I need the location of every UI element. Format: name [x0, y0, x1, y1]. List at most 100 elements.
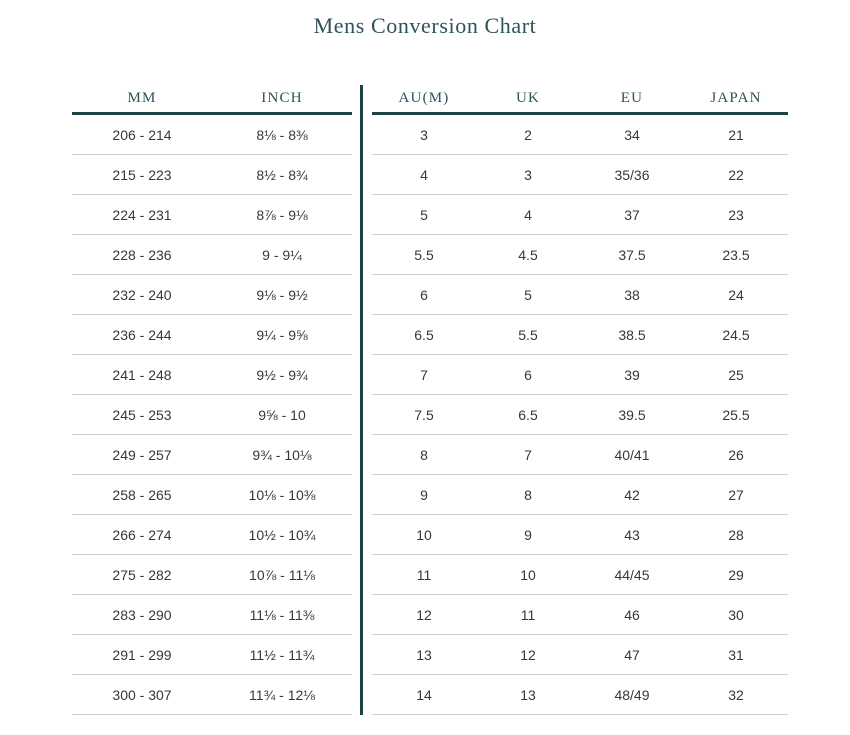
cell-eu: 43 — [624, 526, 640, 543]
cell-uk: 5 — [524, 286, 532, 303]
column-header-inch: INCH — [261, 90, 303, 106]
cell-au: 6.5 — [414, 326, 434, 343]
cell-au: 13 — [416, 646, 432, 663]
cell-uk: 12 — [520, 646, 536, 663]
cell-au: 5.5 — [414, 246, 434, 263]
column-header-uk: UK — [515, 90, 541, 106]
cell-uk: 5.5 — [518, 326, 538, 343]
table-row: 4 3 35/36 22 — [372, 155, 788, 195]
cell-mm: 224 - 231 — [112, 206, 172, 223]
cell-au: 14 — [416, 686, 432, 703]
cell-japan: 25 — [728, 366, 744, 383]
table-row: 13 12 47 31 — [372, 635, 788, 675]
cell-inch: 8⅛ - 8⅜ — [256, 126, 308, 143]
table-row: 245 - 253 9⅝ - 10 — [72, 395, 352, 435]
cell-uk: 10 — [520, 566, 536, 583]
table-row: 7 6 39 25 — [372, 355, 788, 395]
column-header-au: AU(M) — [398, 90, 450, 106]
cell-eu: 38 — [624, 286, 640, 303]
table-row: 5 4 37 23 — [372, 195, 788, 235]
cell-japan: 21 — [728, 126, 744, 143]
cell-mm: 291 - 299 — [112, 646, 172, 663]
table-row: 228 - 236 9 - 9¼ — [72, 235, 352, 275]
cell-mm: 283 - 290 — [112, 606, 172, 623]
cell-uk: 6 — [524, 366, 532, 383]
cell-au: 6 — [420, 286, 428, 303]
cell-inch: 11⅛ - 11⅜ — [249, 606, 315, 623]
table-row: 275 - 282 10⅞ - 11⅛ — [72, 555, 352, 595]
cell-inch: 10⅛ - 10⅜ — [248, 486, 316, 503]
cell-mm: 249 - 257 — [112, 446, 172, 463]
cell-eu: 42 — [624, 486, 640, 503]
column-header-eu: EU — [620, 90, 644, 106]
cell-japan: 31 — [728, 646, 744, 663]
cell-japan: 25.5 — [722, 406, 750, 423]
cell-uk: 7 — [524, 446, 532, 463]
cell-mm: 245 - 253 — [112, 406, 172, 423]
cell-au: 7.5 — [414, 406, 434, 423]
table-row: 9 8 42 27 — [372, 475, 788, 515]
cell-japan: 26 — [728, 446, 744, 463]
cell-uk: 13 — [520, 686, 536, 703]
cell-mm: 215 - 223 — [112, 166, 172, 183]
cell-inch: 10⅞ - 11⅛ — [249, 566, 315, 583]
cell-uk: 2 — [524, 126, 532, 143]
cell-uk: 3 — [524, 166, 532, 183]
cell-inch: 9¾ - 10⅛ — [252, 446, 312, 463]
cell-japan: 22 — [728, 166, 744, 183]
table-header-row: AU(M) UK EU JAPAN — [372, 85, 788, 115]
table-row: 232 - 240 9⅛ - 9½ — [72, 275, 352, 315]
cell-japan: 32 — [728, 686, 744, 703]
cell-mm: 258 - 265 — [112, 486, 172, 503]
table-row: 3 2 34 21 — [372, 115, 788, 155]
cell-eu: 37.5 — [618, 246, 646, 263]
cell-mm: 236 - 244 — [112, 326, 172, 343]
cell-japan: 23 — [728, 206, 744, 223]
cell-inch: 9¼ - 9⅝ — [256, 326, 308, 343]
cell-mm: 241 - 248 — [112, 366, 172, 383]
cell-au: 9 — [420, 486, 428, 503]
cell-mm: 300 - 307 — [112, 686, 172, 703]
cell-uk: 8 — [524, 486, 532, 503]
cell-eu: 39.5 — [618, 406, 646, 423]
cell-mm: 228 - 236 — [112, 246, 172, 263]
cell-inch: 8½ - 8¾ — [256, 166, 308, 183]
cell-mm: 232 - 240 — [112, 286, 172, 303]
cell-au: 11 — [416, 566, 432, 583]
cell-eu: 46 — [624, 606, 640, 623]
mm-inch-table: MM INCH 206 - 214 8⅛ - 8⅜ 215 - 223 8½ - 8¾… — [72, 85, 352, 715]
cell-eu: 37 — [624, 206, 640, 223]
cell-eu: 35/36 — [614, 166, 650, 183]
cell-eu: 48/49 — [614, 686, 650, 703]
cell-inch: 9⅝ - 10 — [258, 406, 306, 423]
cell-au: 7 — [420, 366, 428, 383]
table-row: 300 - 307 11¾ - 12⅛ — [72, 675, 352, 715]
table-row: 6.5 5.5 38.5 24.5 — [372, 315, 788, 355]
table-row: 6 5 38 24 — [372, 275, 788, 315]
cell-eu: 39 — [624, 366, 640, 383]
cell-inch: 11½ - 11¾ — [249, 646, 315, 663]
cell-japan: 24.5 — [722, 326, 750, 343]
cell-eu: 38.5 — [618, 326, 646, 343]
cell-japan: 27 — [728, 486, 744, 503]
cell-mm: 275 - 282 — [112, 566, 172, 583]
cell-au: 10 — [416, 526, 432, 543]
table-row: 283 - 290 11⅛ - 11⅜ — [72, 595, 352, 635]
vertical-divider — [360, 85, 363, 715]
cell-uk: 4.5 — [518, 246, 538, 263]
column-header-japan: JAPAN — [710, 90, 762, 106]
table-row: 10 9 43 28 — [372, 515, 788, 555]
cell-au: 5 — [420, 206, 428, 223]
cell-au: 3 — [420, 126, 428, 143]
cell-au: 12 — [416, 606, 432, 623]
cell-japan: 23.5 — [722, 246, 750, 263]
international-sizes-table: AU(M) UK EU JAPAN 3 2 34 21 4 3 35/36 22 5 4 37 23 5… — [372, 85, 788, 715]
cell-mm: 266 - 274 — [112, 526, 172, 543]
cell-inch: 10½ - 10¾ — [248, 526, 316, 543]
table-row: 11 10 44/45 29 — [372, 555, 788, 595]
table-row: 8 7 40/41 26 — [372, 435, 788, 475]
table-row: 7.5 6.5 39.5 25.5 — [372, 395, 788, 435]
conversion-table: MM INCH 206 - 214 8⅛ - 8⅜ 215 - 223 8½ - 8¾… — [72, 85, 788, 715]
table-row: 206 - 214 8⅛ - 8⅜ — [72, 115, 352, 155]
table-row: 266 - 274 10½ - 10¾ — [72, 515, 352, 555]
